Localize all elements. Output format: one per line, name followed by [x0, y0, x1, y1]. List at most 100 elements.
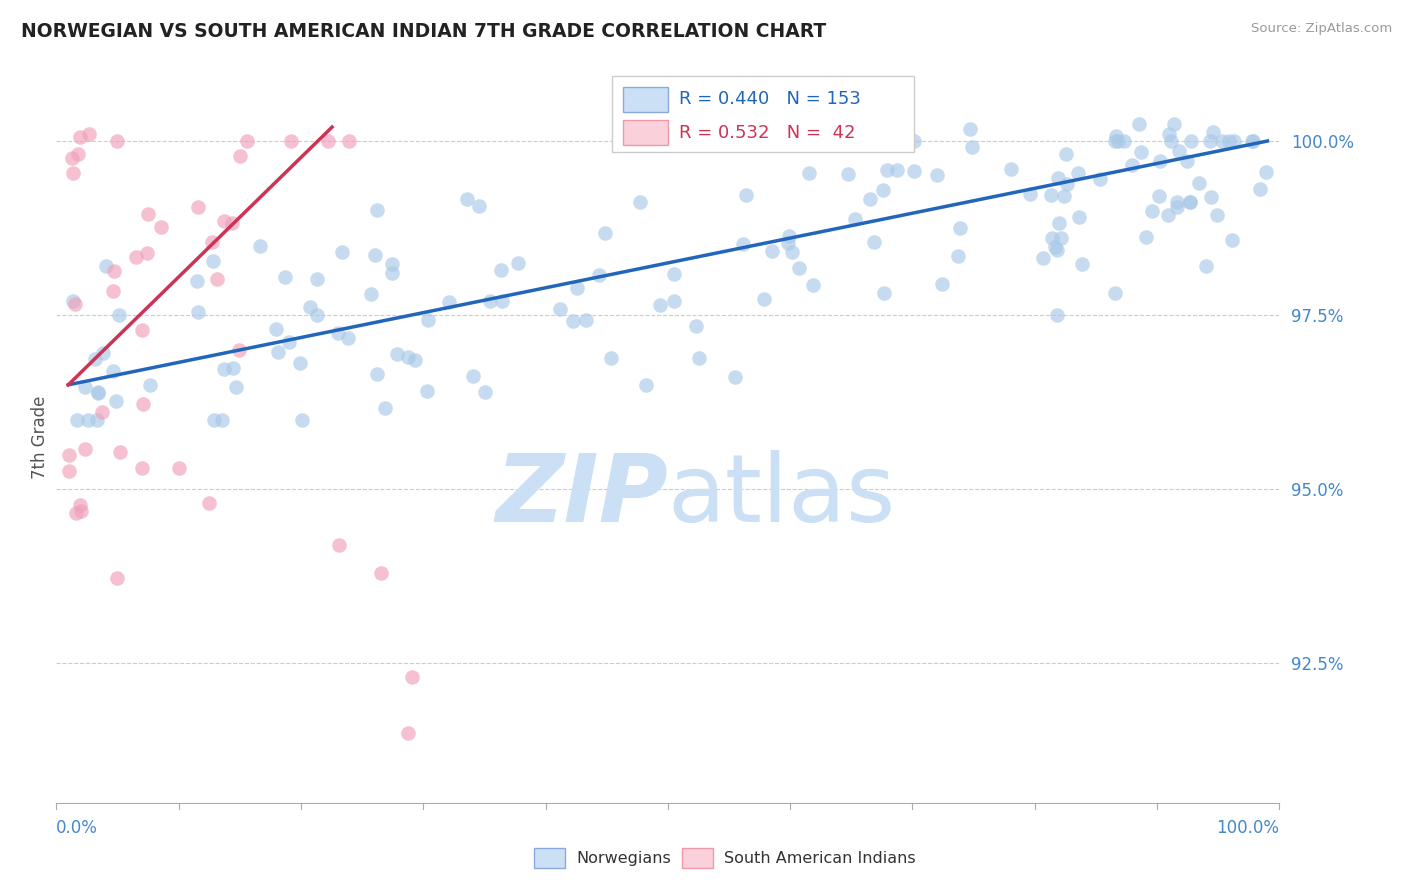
Point: [1202, 125, 1225, 139]
Point: [873, 285, 896, 300]
Point: [307, 271, 329, 285]
Point: [86, 412, 108, 426]
Point: [1045, 240, 1067, 254]
Point: [600, 351, 623, 366]
Point: [1067, 166, 1090, 180]
Point: [1250, 182, 1272, 196]
Point: [1166, 200, 1188, 214]
Point: [198, 495, 221, 509]
Point: [169, 461, 191, 475]
Point: [316, 134, 339, 148]
Point: [1180, 134, 1202, 148]
Point: [548, 302, 571, 317]
Point: [1180, 195, 1202, 210]
Point: [1088, 172, 1111, 186]
Point: [103, 264, 125, 278]
Point: [662, 267, 685, 281]
Point: [63, 297, 86, 311]
Point: [478, 293, 501, 308]
Text: 0.0%: 0.0%: [56, 819, 98, 837]
Text: NORWEGIAN VS SOUTH AMERICAN INDIAN 7TH GRADE CORRELATION CHART: NORWEGIAN VS SOUTH AMERICAN INDIAN 7TH G…: [21, 22, 827, 41]
Point: [202, 412, 225, 426]
Point: [77, 128, 100, 142]
Point: [66, 412, 89, 426]
Point: [396, 726, 419, 740]
Point: [404, 353, 426, 368]
Point: [1135, 229, 1157, 244]
Point: [506, 256, 529, 270]
Point: [778, 229, 800, 244]
Point: [844, 212, 866, 227]
Point: [401, 670, 423, 684]
Point: [662, 294, 685, 309]
Point: [1046, 308, 1069, 322]
Point: [650, 298, 672, 312]
Text: atlas: atlas: [668, 450, 896, 541]
Point: [58, 465, 80, 479]
Point: [733, 237, 755, 252]
Point: [778, 235, 800, 250]
Point: [1159, 128, 1181, 142]
Point: [1104, 286, 1126, 301]
Point: [87, 385, 110, 400]
Point: [69, 498, 91, 512]
Point: [228, 343, 250, 358]
Point: [212, 214, 235, 228]
Point: [370, 566, 392, 580]
Point: [1195, 259, 1218, 273]
Point: [1112, 134, 1135, 148]
Point: [280, 134, 302, 148]
Point: [1046, 171, 1069, 186]
Point: [69, 130, 91, 145]
Point: [688, 351, 710, 366]
Point: [366, 367, 388, 381]
Point: [187, 200, 209, 214]
Point: [1104, 134, 1126, 148]
Point: [962, 140, 984, 154]
Point: [787, 260, 810, 275]
Point: [105, 134, 128, 148]
Point: [1241, 134, 1264, 148]
Point: [291, 412, 314, 426]
Point: [131, 323, 153, 337]
Point: [75, 380, 97, 394]
Point: [799, 165, 821, 179]
Point: [761, 244, 783, 258]
Point: [588, 268, 610, 282]
Point: [628, 194, 651, 209]
Point: [62, 293, 84, 308]
Point: [415, 384, 437, 398]
Point: [62, 166, 84, 180]
Point: [131, 460, 153, 475]
Point: [186, 273, 208, 287]
Point: [1054, 147, 1077, 161]
Point: [91, 346, 114, 360]
Point: [724, 369, 747, 384]
Point: [187, 305, 209, 319]
Point: [201, 235, 224, 250]
Text: Source: ZipAtlas.com: Source: ZipAtlas.com: [1251, 22, 1392, 36]
Point: [202, 254, 225, 268]
Point: [1254, 165, 1277, 179]
Point: [205, 272, 228, 286]
Point: [360, 287, 382, 301]
Text: R = 0.532   N =  42: R = 0.532 N = 42: [679, 124, 856, 142]
Point: [837, 167, 859, 181]
Point: [229, 149, 252, 163]
Point: [1039, 188, 1062, 202]
Point: [212, 361, 235, 376]
Text: 100.0%: 100.0%: [1216, 819, 1279, 837]
Point: [236, 134, 259, 148]
Point: [1046, 243, 1069, 257]
Point: [330, 244, 353, 259]
Point: [1140, 204, 1163, 219]
Point: [94, 260, 117, 274]
Point: [211, 412, 233, 426]
Point: [307, 309, 329, 323]
Point: [1105, 128, 1128, 143]
Point: [70, 504, 93, 518]
Point: [222, 360, 245, 375]
Point: [903, 164, 925, 178]
Point: [1188, 176, 1211, 190]
Point: [1241, 134, 1264, 148]
